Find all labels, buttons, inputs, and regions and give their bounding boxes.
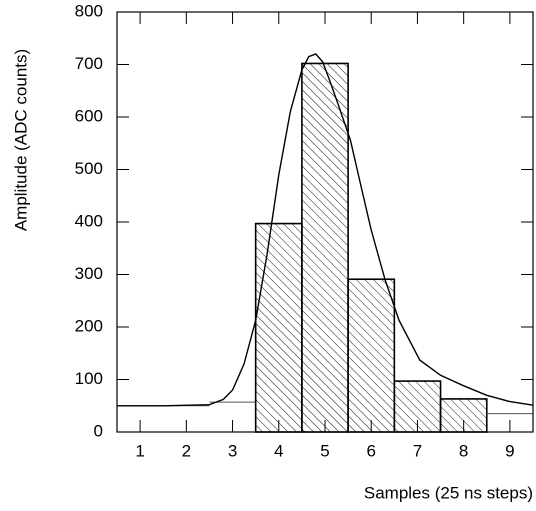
x-tick-label: 9 bbox=[505, 441, 514, 460]
y-tick-label: 800 bbox=[75, 1, 103, 20]
y-tick-label: 200 bbox=[75, 316, 103, 335]
x-tick-label: 3 bbox=[228, 441, 237, 460]
x-tick-label: 4 bbox=[274, 441, 283, 460]
bar bbox=[301, 62, 349, 433]
x-axis-label: Samples (25 ns steps) bbox=[364, 483, 533, 502]
y-tick-label: 400 bbox=[75, 211, 103, 230]
x-tick-label: 8 bbox=[459, 441, 468, 460]
y-tick-label: 0 bbox=[94, 421, 103, 440]
y-tick-label: 500 bbox=[75, 159, 103, 178]
fit-curve bbox=[117, 53, 534, 407]
x-tick-label: 1 bbox=[135, 441, 144, 460]
x-tick-label: 6 bbox=[366, 441, 375, 460]
y-tick-label: 100 bbox=[75, 369, 103, 388]
bar bbox=[347, 278, 396, 433]
x-tick-label: 7 bbox=[413, 441, 422, 460]
bar bbox=[254, 222, 303, 433]
y-tick-label: 700 bbox=[75, 54, 103, 73]
y-axis-label: Amplitude (ADC counts) bbox=[11, 49, 30, 231]
y-tick-label: 300 bbox=[75, 264, 103, 283]
x-tick-label: 5 bbox=[320, 441, 329, 460]
y-tick-label: 600 bbox=[75, 106, 103, 125]
x-tick-label: 2 bbox=[182, 441, 191, 460]
